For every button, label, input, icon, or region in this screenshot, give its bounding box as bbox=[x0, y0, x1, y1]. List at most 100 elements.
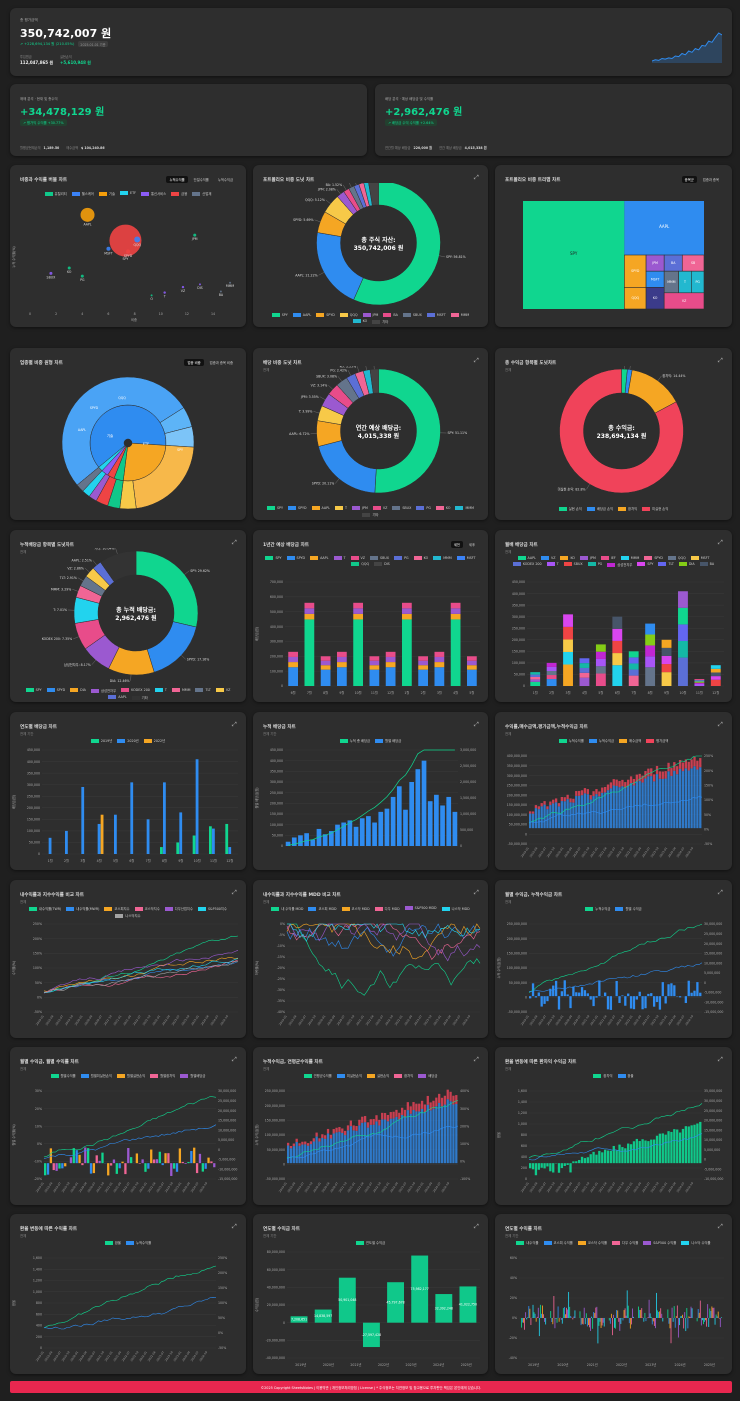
legend-item[interactable]: BA bbox=[699, 562, 714, 567]
expand-icon[interactable]: ⤢ bbox=[718, 889, 723, 896]
legend-item[interactable]: SPY bbox=[266, 506, 283, 510]
legend-item[interactable]: KO bbox=[560, 556, 575, 560]
legend-item[interactable]: 평가금액 bbox=[646, 738, 668, 743]
expand-icon[interactable]: ⤢ bbox=[232, 889, 237, 896]
legend-item[interactable]: KODEX 200 bbox=[121, 688, 150, 693]
legend-item[interactable]: 누적수익률 bbox=[558, 738, 584, 743]
legend-item[interactable]: VZ bbox=[215, 688, 230, 693]
legend-item[interactable]: 2020년 bbox=[117, 738, 139, 743]
legend-item[interactable]: 코스피 수익률 bbox=[543, 1240, 573, 1245]
legend-item[interactable]: SPYD bbox=[287, 506, 307, 510]
legend-item[interactable]: 내수익률(MWR) bbox=[66, 906, 99, 911]
legend-item[interactable]: 코스닥 MDD bbox=[341, 906, 370, 911]
legend-item[interactable]: SPY bbox=[265, 556, 282, 560]
legend-item[interactable]: 기타 bbox=[362, 512, 379, 517]
legend-item[interactable]: MMM bbox=[433, 556, 452, 560]
legend-item[interactable]: 월별환차익 bbox=[150, 1073, 175, 1078]
legend-item[interactable]: T bbox=[334, 506, 347, 510]
legend-item[interactable]: 다우 수익률 bbox=[612, 1240, 638, 1245]
toggle-btn2[interactable]: 세후 bbox=[468, 543, 475, 547]
legend-item[interactable]: 연평균수익률 bbox=[303, 1073, 332, 1078]
legend-item[interactable]: 나스닥 MDD bbox=[441, 906, 470, 911]
legend-item[interactable]: KO bbox=[435, 506, 450, 510]
legend-item[interactable]: S&P500 수익률 bbox=[643, 1240, 676, 1245]
expand-icon[interactable]: ⤢ bbox=[718, 721, 723, 728]
legend-item[interactable]: S&P500 MDD bbox=[404, 906, 437, 911]
legend-item[interactable]: SPY bbox=[637, 562, 653, 567]
expand-icon[interactable]: ⤢ bbox=[718, 1056, 723, 1063]
legend-item[interactable]: SPY bbox=[25, 688, 42, 693]
legend-item[interactable]: SBUX bbox=[402, 313, 422, 317]
legend-item[interactable]: JPM bbox=[362, 313, 378, 317]
legend-item[interactable]: SPYD bbox=[286, 556, 305, 560]
legend-item[interactable]: 누적 총 배당금 bbox=[339, 738, 370, 743]
expand-icon[interactable]: ⤢ bbox=[718, 357, 723, 364]
legend-item[interactable]: 환차익 bbox=[618, 506, 637, 511]
expand-icon[interactable]: ⤢ bbox=[474, 357, 479, 364]
toggle-btn1[interactable]: 누적수익률 bbox=[166, 176, 188, 183]
legend-item[interactable]: MSFT bbox=[456, 556, 476, 560]
legend-item[interactable]: 미실현 손익 bbox=[642, 506, 668, 511]
legend-item[interactable]: KODEX 200 bbox=[512, 562, 542, 567]
legend-item[interactable]: 금융 bbox=[171, 191, 187, 196]
legend-item[interactable]: PG bbox=[587, 562, 602, 567]
legend-item[interactable]: QQQ bbox=[339, 313, 358, 317]
legend-item[interactable]: 환율 bbox=[617, 1073, 634, 1078]
legend-item[interactable]: KO bbox=[352, 319, 367, 324]
legend-item[interactable]: 헬스케어 bbox=[71, 191, 94, 196]
legend-item[interactable]: 삼성전자우 bbox=[90, 688, 116, 693]
legend-item[interactable]: 배당금 bbox=[418, 1073, 437, 1078]
legend-item[interactable]: 환차익 bbox=[394, 1073, 413, 1078]
legend-item[interactable]: S&P500지수 bbox=[197, 906, 227, 911]
toggle-btn1[interactable]: 종목군 bbox=[681, 176, 697, 183]
legend-item[interactable]: AAPL bbox=[108, 695, 127, 700]
expand-icon[interactable]: ⤢ bbox=[232, 721, 237, 728]
legend-item[interactable]: SPYD bbox=[644, 556, 663, 560]
legend-item[interactable]: T bbox=[333, 556, 346, 560]
legend-item[interactable]: MMM bbox=[620, 556, 639, 560]
legend-item[interactable]: AAPL bbox=[292, 313, 311, 317]
legend-item[interactable]: 월별 수익금 bbox=[615, 906, 642, 911]
legend-item[interactable]: 누적수익률 bbox=[125, 1240, 151, 1245]
expand-icon[interactable]: ⤢ bbox=[474, 1223, 479, 1230]
expand-icon[interactable]: ⤢ bbox=[474, 721, 479, 728]
legend-item[interactable]: 코스닥지수 bbox=[134, 906, 160, 911]
legend-item[interactable]: 내수익률 bbox=[516, 1240, 539, 1245]
legend-item[interactable]: 유틸리티 bbox=[44, 191, 67, 196]
toggle-btn1[interactable]: 세전 bbox=[450, 541, 463, 548]
legend-item[interactable]: MSFT bbox=[426, 313, 446, 317]
legend-item[interactable]: AAPL bbox=[517, 556, 536, 560]
legend-item[interactable]: ETF bbox=[120, 191, 136, 196]
legend-item[interactable]: DIS bbox=[374, 562, 390, 566]
expand-icon[interactable]: ⤢ bbox=[474, 1056, 479, 1063]
legend-item[interactable]: SPYD bbox=[46, 688, 65, 693]
toggle-btn2[interactable]: 업종과 종목 비중 bbox=[209, 361, 233, 365]
legend-item[interactable]: 배당금 손익 bbox=[586, 506, 613, 511]
expand-icon[interactable]: ⤢ bbox=[718, 1223, 723, 1230]
legend-item[interactable]: 코스닥 수익률 bbox=[577, 1240, 607, 1245]
legend-item[interactable]: 내 수익률 MDD bbox=[271, 906, 303, 911]
legend-item[interactable]: 삼성전자우 bbox=[607, 562, 632, 567]
legend-item[interactable]: 나스닥지수 bbox=[115, 913, 141, 918]
expand-icon[interactable]: ⤢ bbox=[232, 539, 237, 546]
legend-item[interactable]: 실현손익 bbox=[367, 1073, 389, 1078]
legend-item[interactable]: SBUX bbox=[392, 506, 411, 510]
legend-item[interactable]: TLT bbox=[658, 562, 674, 567]
legend-item[interactable]: 실현 손익 bbox=[558, 506, 582, 511]
toggle-btn3[interactable]: 누적수익금 bbox=[217, 178, 233, 182]
legend-item[interactable]: 월별 배당금 bbox=[375, 738, 401, 743]
legend-item[interactable]: SBUX bbox=[563, 562, 583, 567]
legend-item[interactable]: QQQ bbox=[351, 562, 369, 566]
legend-item[interactable]: 내수익률(TWR) bbox=[29, 906, 61, 911]
legend-item[interactable]: MMM bbox=[171, 688, 190, 693]
legend-item[interactable]: SBUX bbox=[370, 556, 389, 560]
legend-item[interactable]: VZ bbox=[350, 556, 365, 560]
legend-item[interactable]: 누적수익금 bbox=[588, 738, 614, 743]
legend-item[interactable]: 2019년 bbox=[90, 738, 112, 743]
legend-item[interactable]: MMM bbox=[455, 506, 474, 510]
legend-item[interactable]: JPM bbox=[352, 506, 368, 510]
legend-item[interactable]: PG bbox=[394, 556, 409, 560]
legend-item[interactable]: IEF bbox=[600, 556, 616, 560]
toggle-btn2[interactable]: 단일수익률 bbox=[193, 178, 209, 182]
legend-item[interactable]: MMM bbox=[450, 313, 469, 317]
